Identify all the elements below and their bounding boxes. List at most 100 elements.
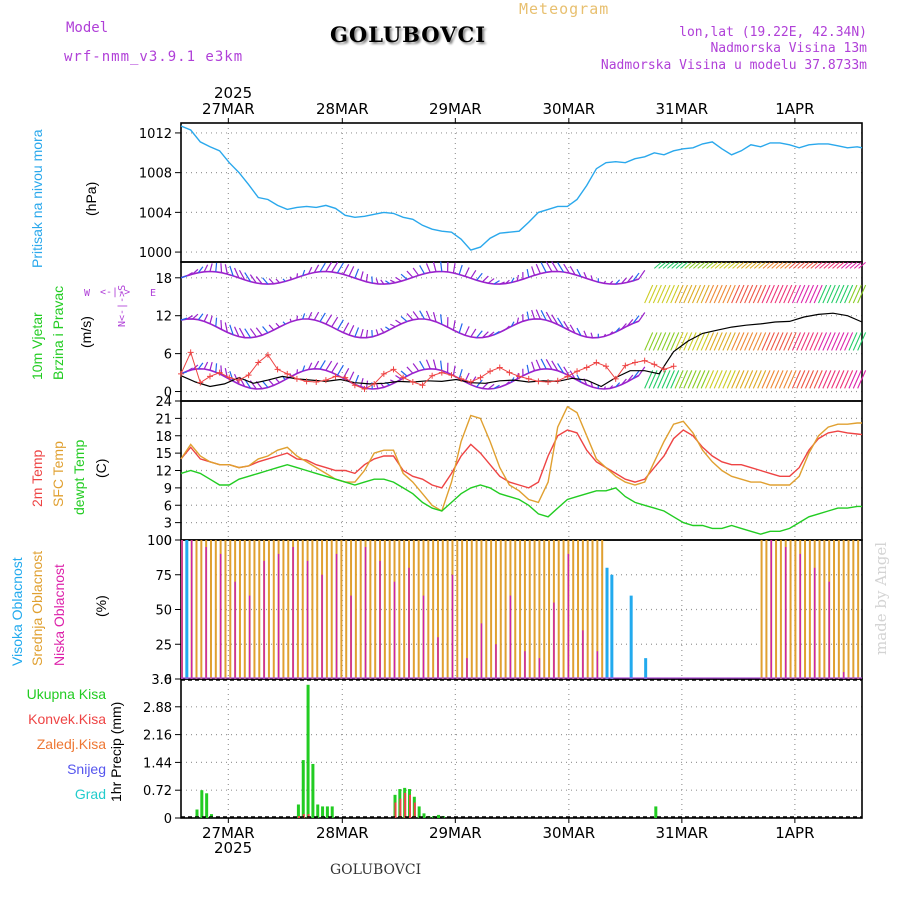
wind-barbs-upper-barb <box>325 261 333 272</box>
wind-barbs-late <box>804 332 814 351</box>
precip-total-bar <box>306 684 310 818</box>
wind-barbs-late <box>813 332 823 351</box>
precip-total-bar <box>311 763 315 818</box>
wind-barbs-upper-barb <box>348 266 355 277</box>
wind-barbs-late <box>744 370 754 389</box>
wind-barbs-middle-barb <box>360 328 364 338</box>
wind-barbs-late <box>796 284 806 304</box>
wind-barbs-late <box>826 284 836 304</box>
wind-barbs-late <box>674 284 684 304</box>
wind-barbs-late <box>852 370 862 389</box>
wind-barbs-lower-barb <box>609 385 614 389</box>
precip-total-bar <box>301 760 305 818</box>
wind-barbs-middle-barb <box>557 317 565 328</box>
wind-barbs-middle-barb <box>296 315 299 321</box>
wind-barbs-late-top <box>840 261 849 269</box>
precip-conv-bar <box>302 814 305 818</box>
wind-barbs-late <box>739 370 749 389</box>
wind-barbs-late <box>718 332 728 351</box>
wind-barbs-late <box>822 284 832 304</box>
wind-barbs-late-top <box>719 261 727 269</box>
wind-barbs-upper-barb <box>487 278 495 284</box>
wind-barbs-upper-barb <box>481 275 489 283</box>
wind-barbs-middle-barb <box>569 324 576 334</box>
wind-barbs-upper-barb <box>313 264 320 273</box>
wind-barbs-late <box>791 332 801 351</box>
wind-barbs-upper-barb <box>390 279 396 284</box>
y-tick-label: 9 <box>164 482 172 497</box>
wind-barbs-middle-barb <box>412 311 420 320</box>
wind-gust-marker <box>332 373 339 380</box>
wind-barbs-late-top <box>753 261 762 269</box>
wind-gust-marker <box>448 372 455 379</box>
y-tick-label: 2.88 <box>143 701 172 716</box>
footer-station: GOLUBOVCI <box>330 862 422 878</box>
wind-barbs-lower-barb <box>215 363 218 373</box>
year-top: 2025 <box>214 84 253 102</box>
wind-barbs-late <box>839 370 849 389</box>
wind-gust-marker <box>516 373 523 380</box>
wind-barbs-middle-barb <box>493 330 500 336</box>
wind-barbs-middle-barb <box>505 325 510 330</box>
precip-total-bar <box>422 813 426 818</box>
wind-gust-marker <box>651 361 658 368</box>
wind-barbs-upper-barb <box>375 278 379 285</box>
wind-barbs-upper-barb <box>626 275 634 283</box>
wind-barbs-middle-barb <box>632 315 640 324</box>
wind-barbs-lower-barb <box>626 374 634 383</box>
wind-gust-marker <box>545 379 552 386</box>
wind-barbs-lower-barb <box>331 362 339 373</box>
wind-barbs-lower-barb <box>493 384 500 390</box>
wind-barbs-upper-barb <box>493 280 500 285</box>
y-tick-label: 0.72 <box>143 784 172 799</box>
wind-barbs-middle-barb <box>545 311 553 323</box>
wind-barbs-late <box>778 370 788 389</box>
precip-conv-bar <box>409 794 411 818</box>
wind-barbs-late <box>770 284 780 304</box>
wind-gust-marker <box>641 357 648 364</box>
wind-barbs-late <box>778 332 788 351</box>
wind-barbs-upper-barb <box>275 278 280 284</box>
wind-barbs-upper-barb <box>289 276 292 280</box>
precip-total-bar <box>205 793 209 818</box>
wind-barbs-lower-barb <box>412 363 420 372</box>
wind-barbs-late-top <box>793 261 801 269</box>
y-tick-label: 100 <box>147 534 172 549</box>
wind-barbs-late <box>791 370 801 389</box>
wind-barbs-late <box>800 332 810 351</box>
wind-barbs-lower-barb <box>348 371 355 382</box>
wind-gust-marker <box>632 359 638 366</box>
wind-barbs-late <box>757 284 767 304</box>
wind-barbs-late <box>731 284 741 304</box>
wind-barbs-middle-barb <box>375 329 379 336</box>
wind-barbs-upper-barb <box>385 280 390 285</box>
wind-gust-marker <box>496 364 503 371</box>
wind-gust-marker <box>593 359 600 366</box>
wind-barbs-late-top <box>684 261 693 269</box>
wind-barbs-middle-barb <box>282 321 286 325</box>
wind-barbs-middle-barb <box>380 327 385 333</box>
wind-barbs-late <box>648 332 658 351</box>
x-tick-label-bottom: 30MAR <box>542 824 595 842</box>
wind-barbs-middle-barb <box>563 321 570 331</box>
wind-barbs-middle-barb <box>487 331 495 338</box>
wind-barbs-late <box>844 332 854 351</box>
wind-barbs-lower-barb <box>262 380 269 388</box>
wind-barbs-middle-barb <box>262 326 269 334</box>
wind-barbs-middle-barb <box>192 313 199 320</box>
wind-barbs-late <box>696 370 706 389</box>
wind-barbs-late-top <box>767 261 775 269</box>
wind-barbs-upper-barb <box>557 262 565 273</box>
meteogram-title: Meteogram <box>519 0 610 18</box>
wind-barbs-upper-barb <box>458 264 463 275</box>
wind-barbs-late-top <box>810 261 819 269</box>
wind-barbs-middle-barb <box>526 311 530 320</box>
wind-gust-marker <box>361 385 368 392</box>
wind-barbs-late <box>752 332 762 351</box>
wind-gust-marker <box>342 374 349 381</box>
wind-barbs-lower-barb <box>360 377 364 387</box>
wind-barbs-upper-barb <box>229 265 234 277</box>
wind-barbs-late <box>665 370 675 389</box>
wind-barbs-late-top <box>736 261 745 269</box>
wind-barbs-upper-barb <box>563 263 570 274</box>
